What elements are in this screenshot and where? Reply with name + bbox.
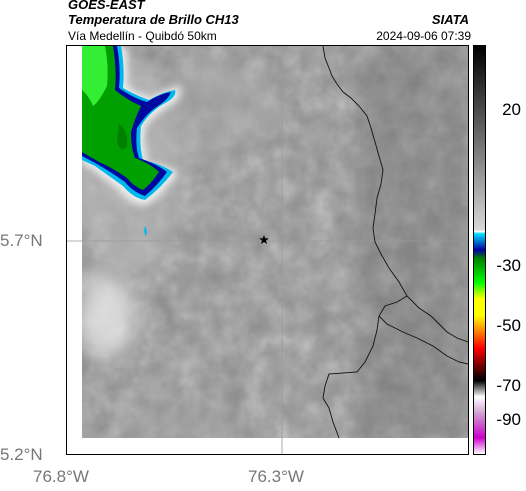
- colorbar-tick: -90: [496, 410, 521, 429]
- department-border: [322, 46, 468, 343]
- star-icon[interactable]: [259, 235, 269, 244]
- colorbar-tick: -70: [496, 376, 521, 395]
- source-label: SIATA: [431, 12, 469, 27]
- longitude-label: 76.3°W: [248, 467, 304, 486]
- channel-title: Temperatura de Brillo CH13: [68, 12, 239, 27]
- datetime-label: 2024-09-06 07:39: [376, 29, 471, 43]
- product-title: GOES-EAST: [68, 0, 145, 12]
- satellite-map[interactable]: [66, 45, 469, 455]
- colorbar-tick: 20: [502, 100, 521, 119]
- map-canvas: [67, 46, 468, 454]
- colorbar-tick: -30: [496, 256, 521, 275]
- latitude-label: 5.7°N: [0, 231, 43, 250]
- colorbar: [473, 45, 486, 455]
- region-subtitle: Vía Medellín - Quibdó 50km: [68, 29, 217, 43]
- latitude-label: 5.2°N: [0, 445, 43, 464]
- convective-cloud: [82, 46, 181, 236]
- municipal-border: [322, 295, 408, 439]
- municipal-border-2: [378, 315, 468, 365]
- longitude-label: 76.8°W: [33, 467, 89, 486]
- colorbar-tick: -50: [496, 316, 521, 335]
- brightness-temperature-field: [67, 46, 468, 454]
- small-cloud-cell: [144, 226, 147, 236]
